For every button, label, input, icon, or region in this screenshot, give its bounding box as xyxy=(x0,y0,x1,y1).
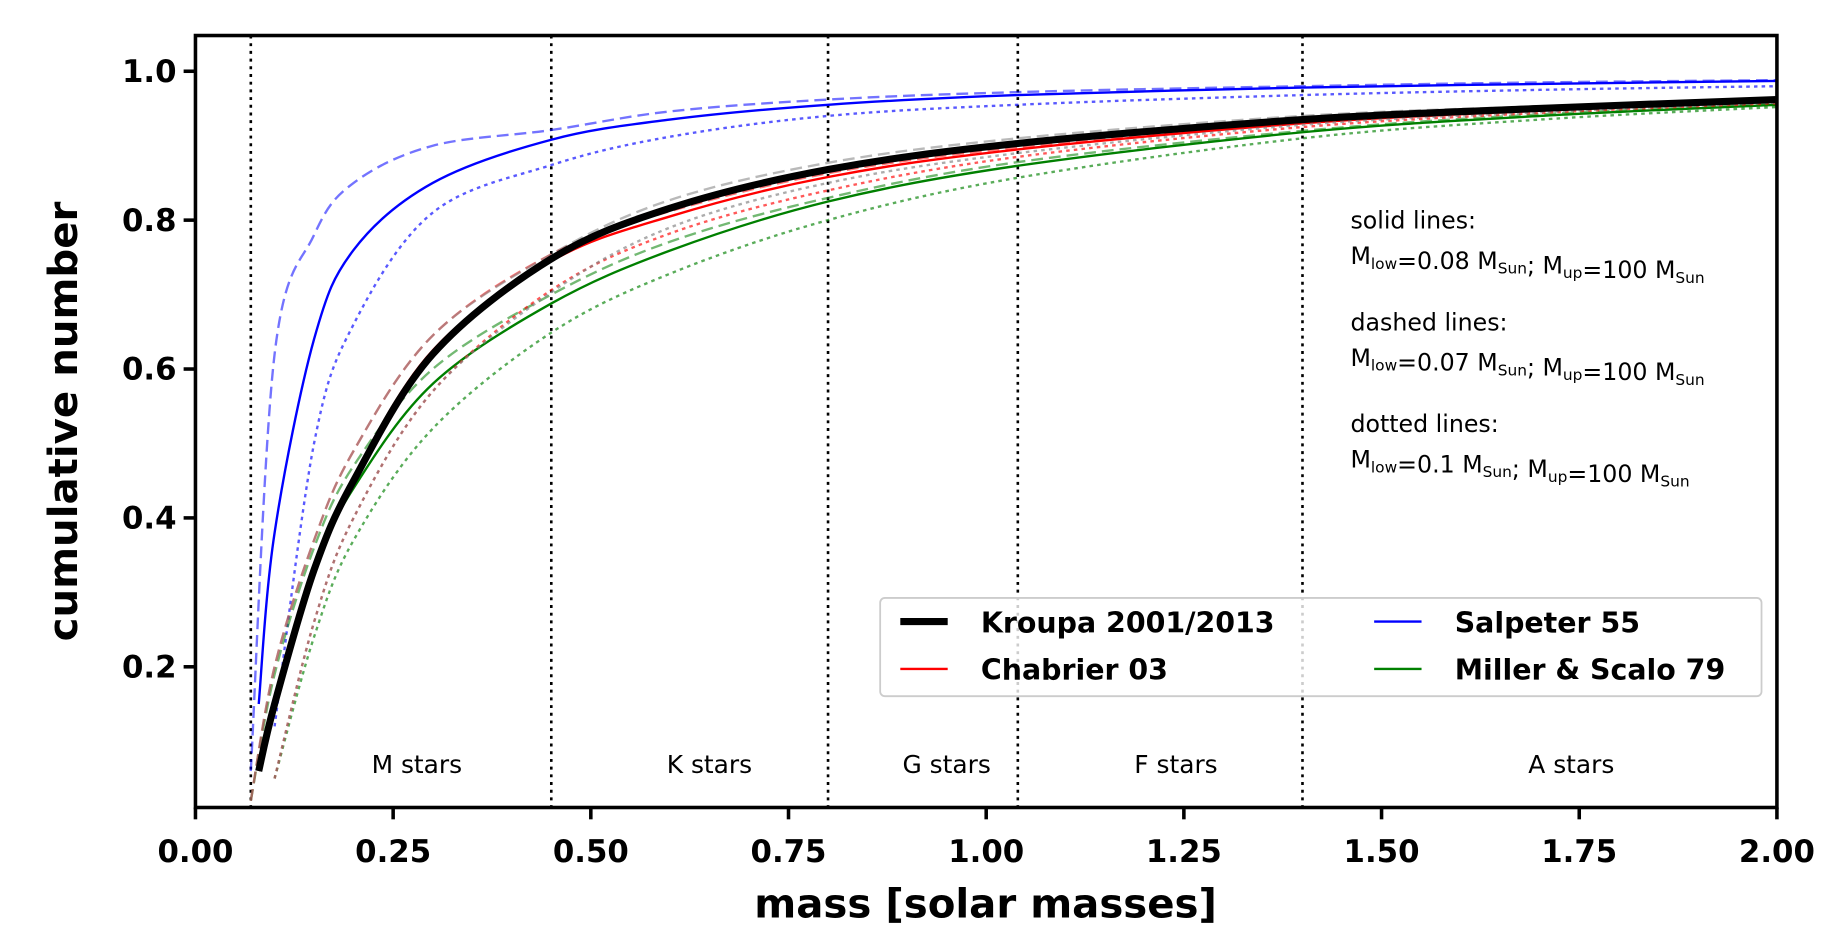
series-line-kroupa-2001-2013-dotted xyxy=(273,101,1777,779)
spectral-class-boundaries xyxy=(249,35,1304,808)
series-line-salpeter-55-dotted xyxy=(273,85,1777,727)
x-tick-label: 0.75 xyxy=(751,834,827,870)
y-axis-label: cumulative number xyxy=(41,201,87,641)
subscript: low xyxy=(1371,458,1397,476)
series-line-salpeter-55-solid xyxy=(257,79,1777,705)
series-line-miller-scalo-79-dotted xyxy=(273,105,1777,779)
x-axis-ticks: 0.00 0.25 0.50 0.75 1.00 1.25 1.50 1.75 2.00 xyxy=(157,807,1815,870)
y-tick-label: 0.4 xyxy=(122,501,177,537)
annotation-text: =0.1 M xyxy=(1397,450,1482,478)
subscript: up xyxy=(1548,468,1568,486)
subscript: Sun xyxy=(1498,361,1527,379)
legend-label: Chabrier 03 xyxy=(981,654,1168,687)
annotation-text: =0.08 M xyxy=(1397,247,1498,275)
annotation-text: =100 M xyxy=(1582,256,1675,284)
subscript: up xyxy=(1563,264,1583,282)
annotation-title: solid lines: xyxy=(1350,207,1476,235)
annotation-text: =100 M xyxy=(1567,460,1660,488)
subscript: low xyxy=(1371,357,1397,375)
series-line-kroupa-2001-2013-solid xyxy=(255,96,1778,772)
legend: Kroupa 2001/2013 Salpeter 55 Chabrier 03 Mi… xyxy=(879,597,1763,698)
x-tick-label: 0.00 xyxy=(157,834,233,870)
x-tick-label: 1.50 xyxy=(1344,834,1420,870)
annotation-text: =100 M xyxy=(1582,358,1675,386)
annotation-mass-limits: Mlow=0.07 MSun; Mup=100 MSun xyxy=(1350,344,1704,389)
series-line-miller-scalo-79-dashed xyxy=(249,102,1777,801)
y-axis-ticks: 0.2 0.4 0.6 0.8 1.0 xyxy=(122,54,196,685)
legend-label: Miller & Scalo 79 xyxy=(1455,654,1726,687)
class-label: F stars xyxy=(1134,750,1217,779)
legend-label: Kroupa 2001/2013 xyxy=(981,606,1275,639)
annotation-mass-limits: Mlow=0.1 MSun; Mup=100 MSun xyxy=(1350,446,1689,491)
legend-box xyxy=(879,597,1763,698)
spectral-class-labels: M stars K stars G stars F stars A stars xyxy=(372,750,1615,779)
x-tick-label: 1.75 xyxy=(1541,834,1617,870)
annotation-text: M xyxy=(1350,446,1370,474)
subscript: Sun xyxy=(1498,260,1527,278)
x-tick-label: 1.00 xyxy=(948,834,1024,870)
x-tick-label: 2.00 xyxy=(1739,834,1815,870)
class-label: A stars xyxy=(1528,750,1614,779)
y-tick-label: 0.6 xyxy=(122,352,177,388)
class-label: M stars xyxy=(372,750,462,779)
class-label: G stars xyxy=(903,750,991,779)
x-tick-label: 1.25 xyxy=(1146,834,1222,870)
subscript: Sun xyxy=(1483,463,1512,481)
annotation-text: M xyxy=(1350,344,1370,372)
annotation-text: ; M xyxy=(1512,455,1548,483)
series-line-salpeter-55-dashed xyxy=(249,78,1777,772)
annotation-title: dotted lines: xyxy=(1350,410,1498,438)
subscript: Sun xyxy=(1660,473,1689,491)
series-line-kroupa-2001-2013-dashed xyxy=(249,96,1777,801)
x-tick-label: 0.50 xyxy=(553,834,629,870)
y-tick-label: 0.8 xyxy=(122,203,177,239)
y-tick-label: 0.2 xyxy=(122,649,177,685)
y-tick-label: 1.0 xyxy=(122,54,177,90)
subscript: Sun xyxy=(1675,269,1704,287)
x-tick-label: 0.25 xyxy=(355,834,431,870)
imf-curves xyxy=(249,78,1778,801)
annotation-mass-limits: Mlow=0.08 MSun; Mup=100 MSun xyxy=(1350,242,1704,287)
annotation-title: dashed lines: xyxy=(1350,308,1507,336)
annotation-text: M xyxy=(1350,242,1370,270)
annotation-text: ; M xyxy=(1527,252,1563,280)
lower-mass-limit-annotations: solid lines:Mlow=0.08 MSun; Mup=100 MSun… xyxy=(1350,207,1704,491)
annotation-text: ; M xyxy=(1527,353,1563,381)
class-label: K stars xyxy=(667,750,752,779)
subscript: up xyxy=(1563,366,1583,384)
subscript: Sun xyxy=(1675,371,1704,389)
subscript: low xyxy=(1371,255,1397,273)
legend-label: Salpeter 55 xyxy=(1455,606,1640,639)
x-axis-label: mass [solar masses] xyxy=(754,882,1217,928)
annotation-text: =0.07 M xyxy=(1397,349,1498,377)
